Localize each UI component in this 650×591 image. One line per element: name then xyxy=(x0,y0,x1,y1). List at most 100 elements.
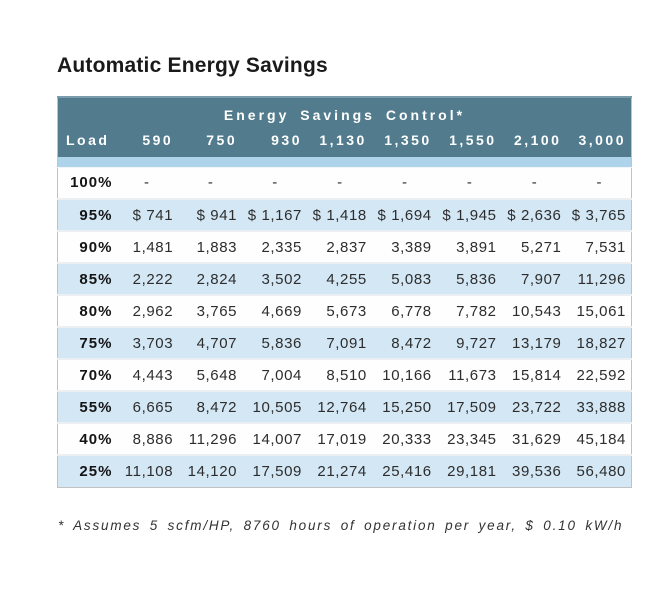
table-row: 70% 4,443 5,648 7,004 8,510 10,166 11,673 15,81… xyxy=(57,359,632,391)
value-cell: 11,296 xyxy=(188,430,238,448)
column-header-750: 750 xyxy=(178,128,243,157)
value-cell: 3,765 xyxy=(196,302,238,320)
value-cell: - xyxy=(337,174,343,192)
value-cell: 5,083 xyxy=(391,270,432,288)
value-cell: 21,274 xyxy=(317,462,367,480)
value-cell: 8,886 xyxy=(132,430,174,448)
value-cell: 22,592 xyxy=(576,366,626,384)
value-cell: 2,335 xyxy=(261,238,302,256)
value-cell: 5,271 xyxy=(520,238,562,256)
column-header-1350: 1,350 xyxy=(371,128,437,157)
table-row: 80% 2,962 3,765 4,669 5,673 6,778 7,782 10,543 1… xyxy=(57,295,632,327)
table-row: 100% - - - - - - - - xyxy=(57,167,632,199)
load-cell: 70% xyxy=(79,366,113,384)
divider-strip xyxy=(57,157,632,168)
value-cell: 8,472 xyxy=(196,398,238,416)
load-cell: 90% xyxy=(79,238,113,256)
column-header-1130: 1,130 xyxy=(306,128,372,157)
value-cell: 1,481 xyxy=(132,238,174,256)
load-cell: 55% xyxy=(79,398,113,416)
value-cell: 2,962 xyxy=(132,302,174,320)
value-cell: 14,120 xyxy=(187,462,238,480)
value-cell: 25,416 xyxy=(382,462,432,480)
value-cell: 17,509 xyxy=(447,398,497,416)
value-cell: 31,629 xyxy=(512,430,562,448)
value-cell: 3,502 xyxy=(261,270,302,288)
value-cell: $ 2,636 xyxy=(507,206,562,224)
load-cell: 75% xyxy=(79,334,113,352)
value-cell: 17,019 xyxy=(317,430,367,448)
value-cell: $ 741 xyxy=(132,206,174,224)
value-cell: $ 1,945 xyxy=(442,206,497,224)
value-cell: 1,883 xyxy=(196,238,238,256)
value-cell: 23,722 xyxy=(512,398,562,416)
value-cell: 5,648 xyxy=(196,366,238,384)
column-header-2100: 2,100 xyxy=(501,128,567,157)
value-cell: 4,443 xyxy=(132,366,174,384)
value-cell: 15,061 xyxy=(576,302,626,320)
value-cell: 17,509 xyxy=(252,462,302,480)
table-row: 40% 8,886 11,296 14,007 17,019 20,333 23,345 31… xyxy=(57,423,632,455)
group-header-row: Energy Savings Control* xyxy=(57,96,632,128)
value-cell: - xyxy=(144,174,150,192)
value-cell: 18,827 xyxy=(576,334,626,352)
value-cell: $ 1,418 xyxy=(312,206,367,224)
table-header: Energy Savings Control* Load 590 750 930… xyxy=(57,96,632,168)
value-cell: - xyxy=(401,174,408,192)
column-header-1550: 1,550 xyxy=(436,128,502,157)
value-cell: 8,510 xyxy=(326,366,367,384)
value-cell: 7,907 xyxy=(520,270,562,288)
value-cell: $ 3,765 xyxy=(571,206,626,224)
value-cell: 2,837 xyxy=(326,238,367,256)
value-cell: 2,824 xyxy=(196,270,238,288)
column-header-590: 590 xyxy=(114,128,179,157)
value-cell: $ 1,167 xyxy=(247,206,302,224)
value-cell: 11,108 xyxy=(124,462,174,480)
load-cell: 25% xyxy=(79,462,113,480)
value-cell: 5,836 xyxy=(456,270,497,288)
load-cell: 85% xyxy=(79,270,113,288)
load-cell: 95% xyxy=(79,206,113,224)
group-header-label: Energy Savings Control* xyxy=(57,96,632,128)
table-row: 75% 3,703 4,707 5,836 7,091 8,472 9,727 13,179 1… xyxy=(57,327,632,359)
value-cell: 4,707 xyxy=(196,334,238,352)
table-footnote: * Assumes 5 scfm/HP, 8760 hours of opera… xyxy=(58,517,624,533)
value-cell: - xyxy=(596,174,603,192)
value-cell: 7,531 xyxy=(585,238,626,256)
page-title: Automatic Energy Savings xyxy=(57,54,328,77)
value-cell: 6,665 xyxy=(132,398,174,416)
value-cell: 10,543 xyxy=(512,302,562,320)
table-body: 100% - - - - - - - - 95% $ 741 $ 941 $ 1,167 $ 1,418 $… xyxy=(57,167,632,487)
value-cell: 20,333 xyxy=(382,430,432,448)
value-cell: 14,007 xyxy=(252,430,302,448)
value-cell: 15,814 xyxy=(512,366,562,384)
value-cell: 4,669 xyxy=(261,302,302,320)
value-cell: 11,296 xyxy=(577,270,626,288)
value-cell: 5,836 xyxy=(261,334,302,352)
table-row: 90% 1,481 1,883 2,335 2,837 3,389 3,891 5,271 7,… xyxy=(57,231,632,263)
value-cell: $ 1,694 xyxy=(377,206,432,224)
value-cell: - xyxy=(531,174,538,192)
table-row: 55% 6,665 8,472 10,505 12,764 15,250 17,509 23,… xyxy=(57,391,632,423)
value-cell: 7,004 xyxy=(261,366,302,384)
column-header-load: Load xyxy=(57,128,115,157)
value-cell: 10,166 xyxy=(382,366,432,384)
value-cell: 8,472 xyxy=(391,334,432,352)
value-cell: 3,891 xyxy=(456,238,497,256)
value-cell: 9,727 xyxy=(456,334,497,352)
load-cell: 40% xyxy=(79,430,113,448)
value-cell: 56,480 xyxy=(576,462,626,480)
column-header-930: 930 xyxy=(242,128,307,157)
value-cell: 12,764 xyxy=(317,398,367,416)
value-cell: 15,250 xyxy=(382,398,432,416)
column-header-row: Load 590 750 930 1,130 1,350 1,550 2,100… xyxy=(57,128,632,157)
value-cell: - xyxy=(466,174,473,192)
table-row: 95% $ 741 $ 941 $ 1,167 $ 1,418 $ 1,694 $ 1,94… xyxy=(57,199,632,231)
table-row: 25% 11,108 14,120 17,509 21,274 25,416 29,181 3… xyxy=(57,455,632,487)
value-cell: 7,091 xyxy=(326,334,367,352)
value-cell: 7,782 xyxy=(456,302,497,320)
value-cell: 45,184 xyxy=(576,430,626,448)
value-cell: 23,345 xyxy=(447,430,497,448)
value-cell: $ 941 xyxy=(196,206,238,224)
